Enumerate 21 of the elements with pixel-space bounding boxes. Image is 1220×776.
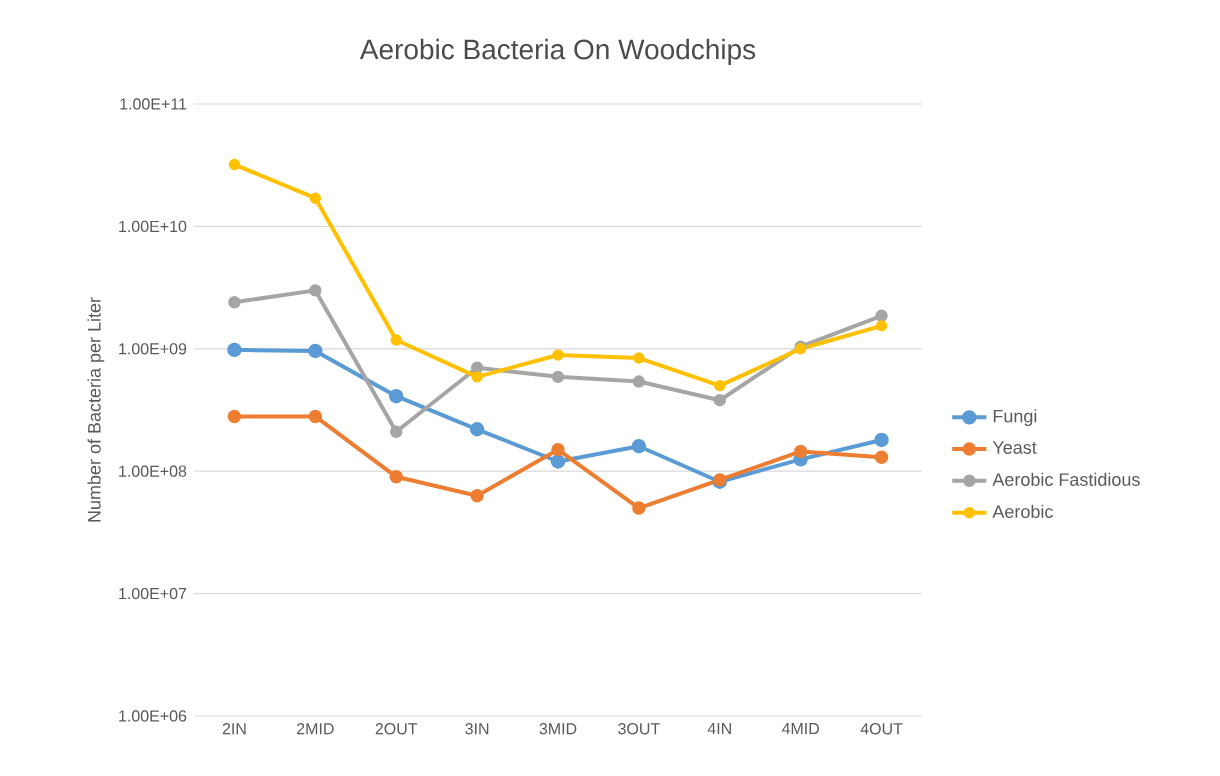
legend-label: Yeast <box>992 441 1037 454</box>
x-tick-label: 2OUT <box>375 723 418 735</box>
legend-label: Aerobic <box>992 504 1053 519</box>
y-tick-label: 1.00E+07 <box>119 587 187 600</box>
y-axis-title: Number of Bacteria per Liter <box>87 297 105 522</box>
y-tick-label: 1.00E+06 <box>119 710 187 722</box>
y-tick-label: 1.00E+10 <box>119 220 187 233</box>
x-tick-label: 3IN <box>465 723 489 735</box>
x-tick-label: 3MID <box>539 723 577 735</box>
legend-label: Aerobic Fastidious <box>992 472 1140 486</box>
x-tick-label: 2IN <box>222 723 246 735</box>
x-tick-label: 3OUT <box>618 723 660 735</box>
chart-title: Aerobic Bacteria On Woodchips <box>359 38 756 65</box>
x-tick-label: 4OUT <box>860 723 903 735</box>
y-tick-label: 1.00E+09 <box>119 343 187 355</box>
x-tick-label: 2MID <box>297 723 334 735</box>
legend-label: Fungi <box>993 409 1037 427</box>
y-tick-label: 1.00E+08 <box>119 465 187 477</box>
x-tick-label: 4IN <box>707 723 731 735</box>
y-tick-label: 1.00E+11 <box>120 98 187 110</box>
x-tick-label: 4MID <box>781 723 820 735</box>
